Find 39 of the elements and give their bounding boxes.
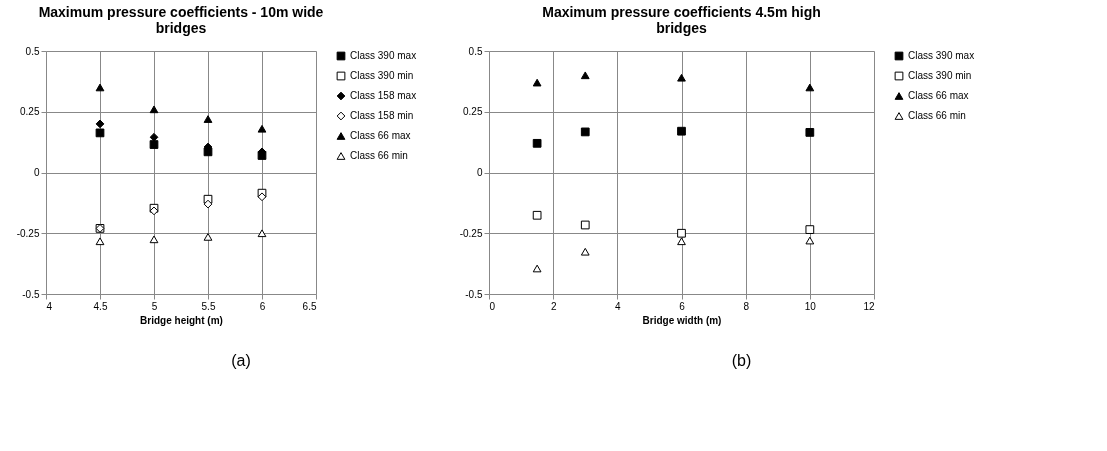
legend-label: Class 158 min bbox=[350, 110, 414, 121]
y-tick-label: -0.5 bbox=[465, 288, 483, 300]
legend-label: Class 390 max bbox=[908, 50, 975, 61]
text: (b) bbox=[731, 352, 752, 369]
x-tick-label: 0 bbox=[489, 300, 496, 312]
x-tick-label: 4 bbox=[615, 300, 622, 312]
x-tick-label: 4 bbox=[46, 300, 53, 312]
y-tick-label: 0.25 bbox=[463, 106, 483, 118]
y-tick-label: 0.5 bbox=[25, 45, 40, 57]
y-tick-label: 0.5 bbox=[468, 45, 483, 57]
y-tick-label: -0.25 bbox=[459, 227, 483, 239]
legend-label: Class 390 max bbox=[350, 50, 417, 61]
legend-label: Class 390 min bbox=[350, 70, 414, 81]
x-tick-label: 6 bbox=[259, 300, 266, 312]
x-tick-label: 8 bbox=[743, 300, 750, 312]
x-tick-label: 5 bbox=[151, 300, 158, 312]
x-axis-title: Bridge height (m) bbox=[140, 314, 223, 326]
text: (a) bbox=[231, 352, 251, 369]
x-tick-label: 4.5 bbox=[93, 300, 108, 312]
y-tick-label: -0.25 bbox=[16, 227, 40, 239]
y-tick-label: -0.5 bbox=[22, 288, 40, 300]
legend-label: Class 158 max bbox=[350, 90, 417, 101]
y-tick-label: 0 bbox=[476, 167, 483, 178]
legend-label: Class 390 min bbox=[908, 70, 972, 81]
chart-title: Maximum pressure coefficients 4.5m high bridges bbox=[542, 4, 821, 36]
x-tick-label: 10 bbox=[804, 300, 817, 312]
x-axis-title: Bridge width (m) bbox=[642, 314, 722, 326]
legend-label: Class 66 min bbox=[908, 110, 966, 121]
y-tick-label: 0 bbox=[33, 167, 40, 178]
x-tick-label: 6.5 bbox=[302, 300, 317, 312]
x-tick-label: 5.5 bbox=[201, 300, 216, 312]
y-tick-label: 0.25 bbox=[20, 106, 40, 118]
legend-label: Class 66 max bbox=[908, 90, 969, 101]
x-tick-label: 12 bbox=[863, 300, 875, 312]
x-tick-label: 6 bbox=[679, 300, 686, 312]
x-tick-label: 2 bbox=[550, 300, 557, 312]
legend-label: Class 66 max bbox=[350, 130, 411, 141]
legend-label: Class 66 min bbox=[350, 150, 408, 161]
chart-title: Maximum pressure coefficients - 10m wide bridges bbox=[38, 4, 324, 36]
